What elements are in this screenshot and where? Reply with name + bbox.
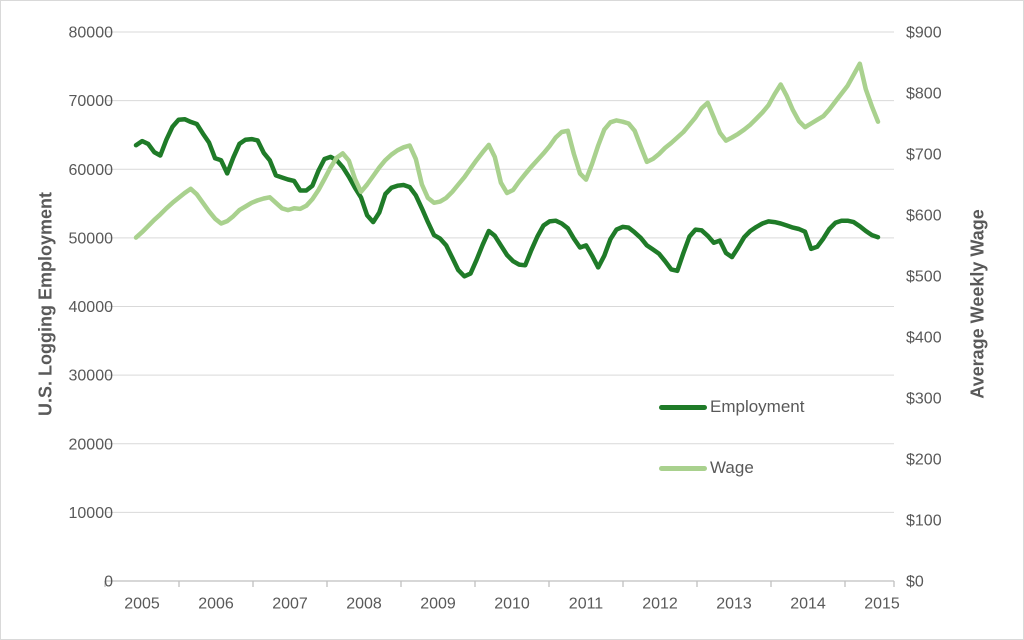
wage-line-swatch	[659, 465, 707, 471]
legend-item-wage: Wage	[659, 458, 754, 478]
x-axis-year-label: 2013	[716, 596, 752, 613]
left-axis-tick-label: 10000	[69, 505, 114, 522]
right-axis-tick-label: $400	[906, 330, 942, 347]
right-axis-title: Average Weekly Wage	[967, 209, 988, 399]
x-axis-year-label: 2009	[420, 596, 456, 613]
employment-line	[133, 116, 881, 279]
left-axis-tick-label: 80000	[69, 25, 114, 42]
left-axis-tick-label: 20000	[69, 436, 114, 453]
right-axis-tick-label: $700	[906, 147, 942, 164]
x-axis-year-label: 2006	[198, 596, 234, 613]
x-axis-year-label: 2007	[272, 596, 308, 613]
left-axis-tick-label: 0	[104, 574, 113, 591]
x-axis-year-label: 2010	[494, 596, 530, 613]
right-axis-tick-label: $600	[906, 208, 942, 225]
left-axis-title: U.S. Logging Employment	[35, 192, 56, 416]
left-axis-tick-label: 40000	[69, 299, 114, 316]
legend-label-employment: Employment	[710, 397, 805, 416]
x-axis-year-label: 2015	[864, 596, 900, 613]
employment-line-swatch	[659, 404, 707, 410]
left-axis-tick-label: 30000	[69, 368, 114, 385]
right-axis-tick-label: $500	[906, 269, 942, 286]
right-axis-tick-label: $300	[906, 391, 942, 408]
left-axis-tick-label: 60000	[69, 162, 114, 179]
legend-item-employment: Employment	[659, 397, 804, 417]
right-axis-tick-label: $800	[906, 86, 942, 103]
x-axis-year-label: 2011	[569, 596, 604, 613]
x-axis-year-label: 2012	[642, 596, 678, 613]
legend-label-wage: Wage	[710, 458, 754, 477]
right-axis-tick-label: $200	[906, 452, 942, 469]
x-axis-year-label: 2008	[346, 596, 382, 613]
right-axis-tick-label: $0	[906, 574, 924, 591]
left-axis-tick-label: 70000	[69, 93, 114, 110]
right-axis-tick-label: $900	[906, 25, 942, 42]
x-axis-year-label: 2014	[790, 596, 826, 613]
x-axis-year-label: 2005	[124, 596, 160, 613]
left-axis-tick-label: 50000	[69, 230, 114, 247]
right-axis-tick-label: $100	[906, 513, 942, 530]
wage-line	[133, 61, 881, 240]
